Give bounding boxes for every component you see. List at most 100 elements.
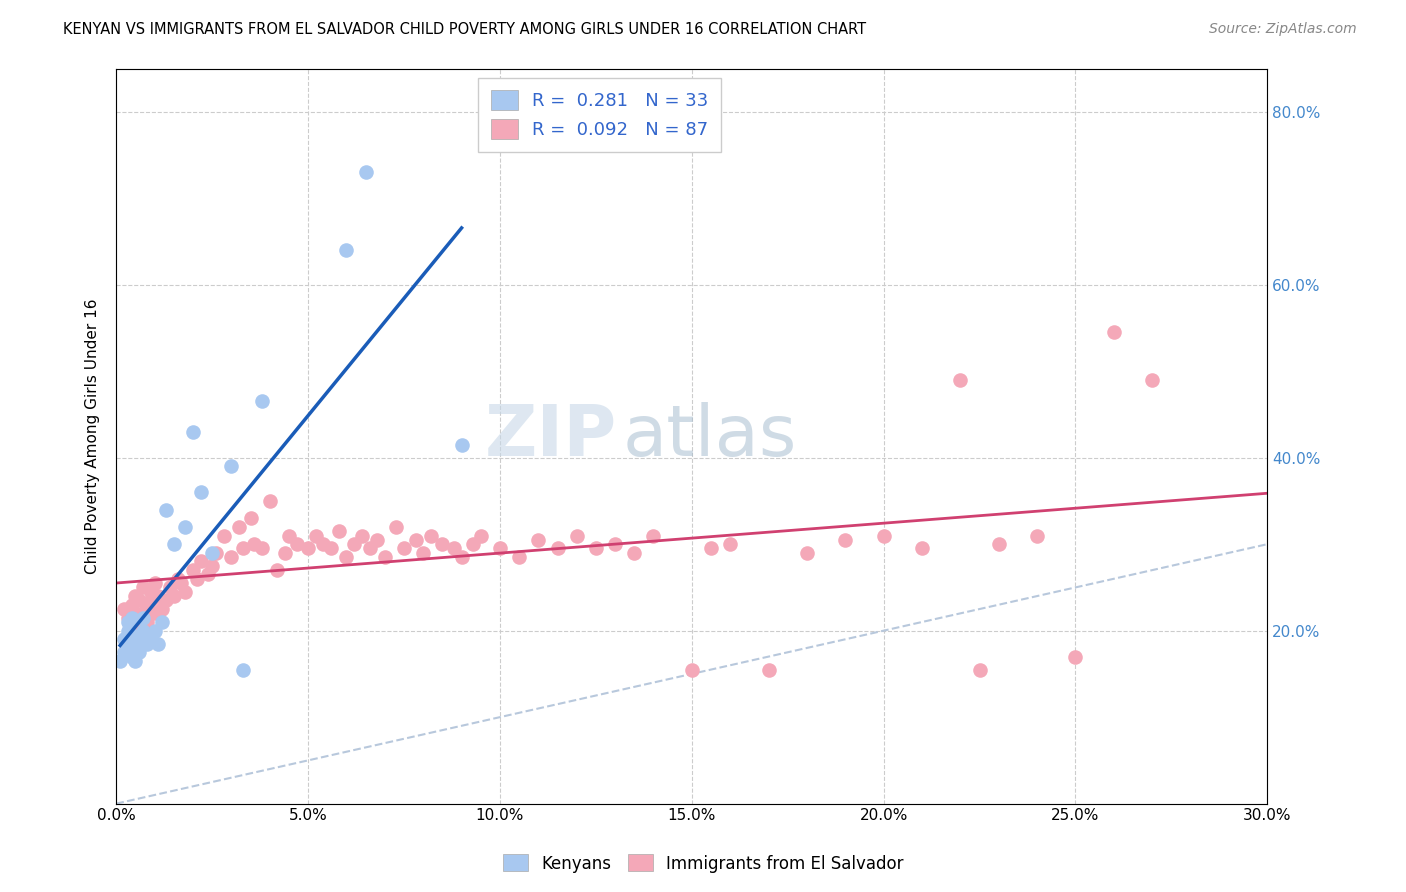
Point: [128, 610, 150, 624]
Point: [174, 584, 197, 599]
Point: [117, 637, 139, 651]
Point: [374, 550, 396, 565]
Point: [450, 550, 472, 565]
Point: [470, 528, 492, 542]
Point: [201, 546, 224, 560]
Y-axis label: Child Poverty Among Girls Under 16: Child Poverty Among Girls Under 16: [86, 298, 100, 574]
Point: [190, 554, 212, 568]
Point: [623, 546, 645, 560]
Point: [321, 541, 343, 556]
Point: [163, 589, 186, 603]
Point: [128, 593, 150, 607]
Legend: Kenyans, Immigrants from El Salvador: Kenyans, Immigrants from El Salvador: [496, 847, 910, 880]
Point: [212, 528, 235, 542]
Point: [132, 624, 155, 638]
Point: [132, 607, 155, 621]
Point: [718, 537, 741, 551]
Point: [136, 628, 159, 642]
Point: [143, 607, 166, 621]
Point: [259, 494, 281, 508]
Point: [163, 537, 186, 551]
Point: [461, 537, 484, 551]
Text: KENYAN VS IMMIGRANTS FROM EL SALVADOR CHILD POVERTY AMONG GIRLS UNDER 16 CORRELA: KENYAN VS IMMIGRANTS FROM EL SALVADOR CH…: [63, 22, 866, 37]
Point: [197, 567, 219, 582]
Point: [419, 528, 441, 542]
Point: [432, 537, 454, 551]
Point: [350, 528, 373, 542]
Point: [132, 610, 155, 624]
Point: [128, 645, 150, 659]
Text: Source: ZipAtlas.com: Source: ZipAtlas.com: [1209, 22, 1357, 37]
Point: [124, 589, 146, 603]
Point: [150, 615, 173, 629]
Point: [143, 624, 166, 638]
Point: [121, 598, 143, 612]
Point: [121, 628, 143, 642]
Legend: R =  0.281   N = 33, R =  0.092   N = 87: R = 0.281 N = 33, R = 0.092 N = 87: [478, 78, 721, 152]
Point: [159, 581, 181, 595]
Point: [132, 581, 155, 595]
Point: [112, 632, 135, 647]
Point: [603, 537, 626, 551]
Point: [1026, 528, 1049, 542]
Point: [335, 550, 357, 565]
Point: [547, 541, 569, 556]
Point: [143, 576, 166, 591]
Point: [277, 528, 299, 542]
Point: [139, 632, 162, 647]
Point: [166, 572, 188, 586]
Point: [1064, 649, 1087, 664]
Point: [124, 654, 146, 668]
Point: [305, 528, 328, 542]
Point: [872, 528, 894, 542]
Point: [232, 663, 254, 677]
Point: [128, 632, 150, 647]
Point: [508, 550, 530, 565]
Point: [117, 624, 139, 638]
Point: [117, 615, 139, 629]
Point: [232, 541, 254, 556]
Point: [585, 541, 607, 556]
Point: [170, 576, 193, 591]
Point: [354, 165, 377, 179]
Point: [359, 541, 381, 556]
Point: [148, 637, 170, 651]
Point: [796, 546, 818, 560]
Point: [181, 425, 204, 439]
Point: [285, 537, 308, 551]
Point: [139, 593, 162, 607]
Point: [108, 654, 131, 668]
Point: [949, 373, 972, 387]
Point: [228, 520, 250, 534]
Point: [148, 589, 170, 603]
Point: [124, 624, 146, 638]
Point: [250, 394, 273, 409]
Point: [834, 533, 856, 547]
Point: [450, 438, 472, 452]
Point: [155, 593, 177, 607]
Point: [205, 546, 228, 560]
Point: [987, 537, 1010, 551]
Point: [266, 563, 288, 577]
Point: [443, 541, 465, 556]
Point: [969, 663, 991, 677]
Point: [335, 243, 357, 257]
Point: [150, 602, 173, 616]
Point: [221, 459, 243, 474]
Point: [112, 645, 135, 659]
Point: [700, 541, 723, 556]
Point: [489, 541, 512, 556]
Point: [186, 572, 208, 586]
Point: [201, 558, 224, 573]
Point: [274, 546, 297, 560]
Point: [221, 550, 243, 565]
Point: [911, 541, 934, 556]
Point: [136, 637, 159, 651]
Point: [758, 663, 780, 677]
Point: [121, 649, 143, 664]
Point: [124, 637, 146, 651]
Point: [174, 520, 197, 534]
Point: [643, 528, 665, 542]
Text: atlas: atlas: [623, 401, 797, 471]
Point: [343, 537, 366, 551]
